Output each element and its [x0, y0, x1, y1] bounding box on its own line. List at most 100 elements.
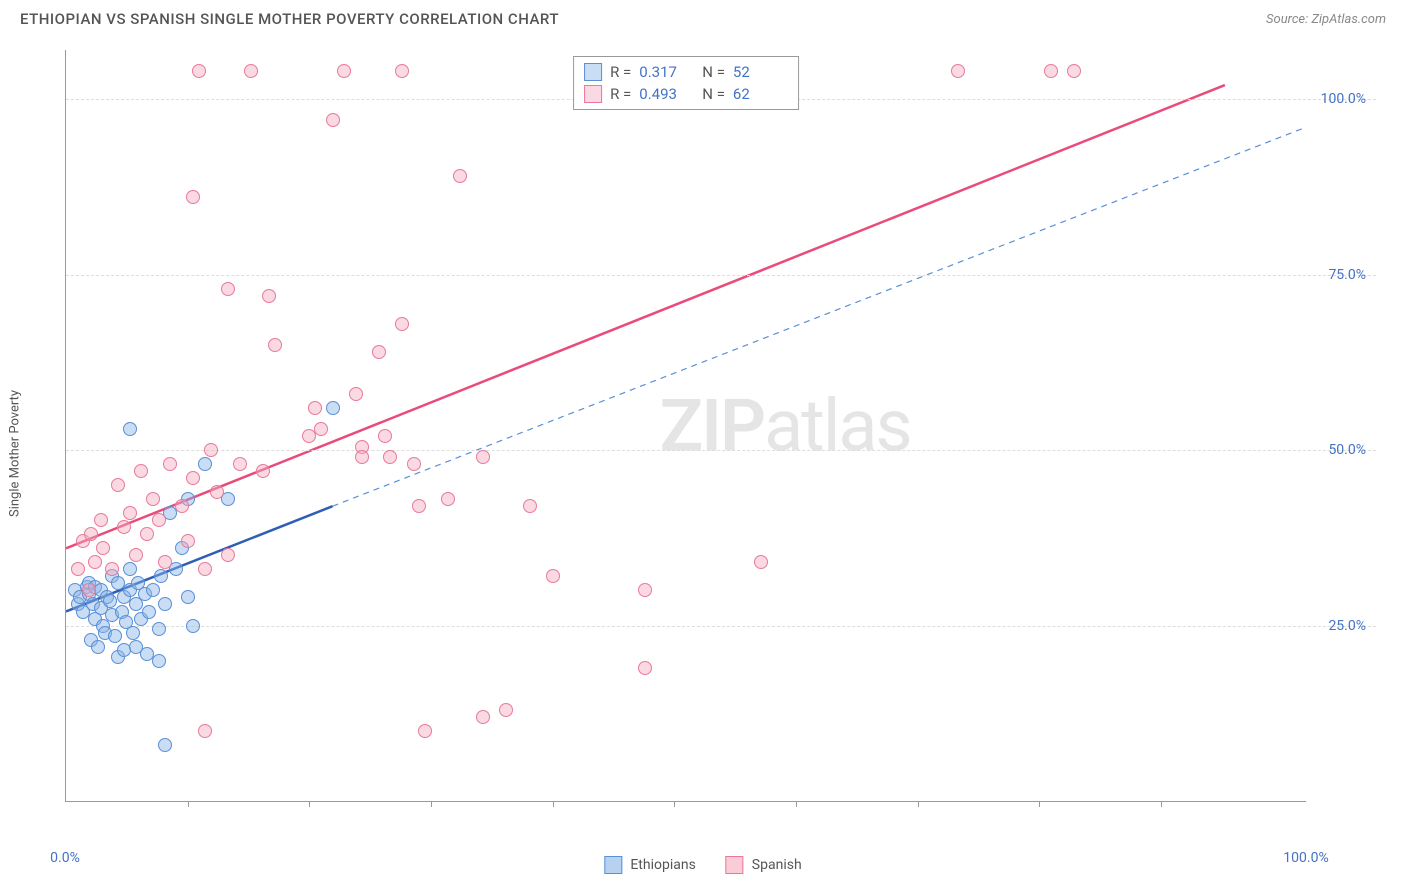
- data-point: [186, 619, 200, 633]
- x-max-label: 100.0%: [1283, 850, 1328, 866]
- data-point: [152, 622, 166, 636]
- data-point: [129, 548, 143, 562]
- plot-area: ZIPatlas R = 0.317 N = 52 R = 0.493 N = …: [65, 50, 1306, 802]
- data-point: [71, 562, 85, 576]
- data-point: [221, 492, 235, 506]
- data-point: [123, 506, 137, 520]
- data-point: [221, 548, 235, 562]
- series-legend: Ethiopians Spanish: [604, 856, 801, 874]
- data-point: [123, 422, 137, 436]
- data-point: [412, 499, 426, 513]
- data-point: [154, 569, 168, 583]
- gridline: [66, 450, 1376, 451]
- data-point: [175, 499, 189, 513]
- data-point: [476, 710, 490, 724]
- data-point: [754, 555, 768, 569]
- data-point: [326, 113, 340, 127]
- data-point: [146, 583, 160, 597]
- data-point: [198, 457, 212, 471]
- data-point: [546, 569, 560, 583]
- data-point: [314, 422, 328, 436]
- data-point: [152, 654, 166, 668]
- y-axis-label: Single Mother Poverty: [8, 390, 23, 517]
- x-tick: [674, 801, 675, 807]
- data-point: [499, 703, 513, 717]
- data-point: [418, 724, 432, 738]
- data-point: [308, 401, 322, 415]
- data-point: [210, 485, 224, 499]
- legend-row-spanish: R = 0.493 N = 62: [584, 83, 788, 105]
- correlation-legend: R = 0.317 N = 52 R = 0.493 N = 62: [573, 56, 799, 110]
- x-tick: [553, 801, 554, 807]
- data-point: [111, 478, 125, 492]
- data-point: [395, 317, 409, 331]
- x-tick: [1039, 801, 1040, 807]
- data-point: [349, 387, 363, 401]
- spanish-swatch-icon: [726, 856, 744, 874]
- data-point: [638, 661, 652, 675]
- data-point: [378, 429, 392, 443]
- spanish-swatch-icon: [584, 85, 602, 103]
- data-point: [198, 724, 212, 738]
- data-point: [1044, 64, 1058, 78]
- trend-lines: [66, 50, 1306, 801]
- ethiopians-swatch-icon: [604, 856, 622, 874]
- data-point: [326, 401, 340, 415]
- data-point: [117, 520, 131, 534]
- gridline: [66, 626, 1376, 627]
- data-point: [158, 555, 172, 569]
- x-tick: [1161, 801, 1162, 807]
- data-point: [638, 583, 652, 597]
- legend-item-ethiopians: Ethiopians: [604, 856, 695, 874]
- data-point: [441, 492, 455, 506]
- x-tick: [796, 801, 797, 807]
- y-tick-label: 75.0%: [1328, 267, 1366, 283]
- data-point: [262, 289, 276, 303]
- data-point: [1067, 64, 1081, 78]
- data-point: [268, 338, 282, 352]
- data-point: [244, 64, 258, 78]
- data-point: [84, 527, 98, 541]
- watermark: ZIPatlas: [660, 383, 911, 468]
- data-point: [158, 738, 172, 752]
- data-point: [163, 457, 177, 471]
- data-point: [204, 443, 218, 457]
- x-tick: [188, 801, 189, 807]
- x-tick: [309, 801, 310, 807]
- data-point: [108, 629, 122, 643]
- data-point: [476, 450, 490, 464]
- gridline: [66, 275, 1376, 276]
- data-point: [395, 64, 409, 78]
- data-point: [453, 169, 467, 183]
- chart-title: ETHIOPIAN VS SPANISH SINGLE MOTHER POVER…: [20, 10, 559, 28]
- data-point: [91, 640, 105, 654]
- data-point: [105, 562, 119, 576]
- data-point: [221, 282, 235, 296]
- y-tick-label: 50.0%: [1328, 442, 1366, 458]
- data-point: [383, 450, 397, 464]
- data-point: [88, 555, 102, 569]
- data-point: [103, 594, 117, 608]
- data-point: [134, 464, 148, 478]
- data-point: [96, 541, 110, 555]
- chart-header: ETHIOPIAN VS SPANISH SINGLE MOTHER POVER…: [0, 0, 1406, 33]
- data-point: [233, 457, 247, 471]
- chart-source: Source: ZipAtlas.com: [1266, 12, 1386, 27]
- data-point: [82, 583, 96, 597]
- y-tick-label: 100.0%: [1321, 91, 1366, 107]
- chart-container: ZIPatlas R = 0.317 N = 52 R = 0.493 N = …: [50, 50, 1376, 832]
- data-point: [126, 626, 140, 640]
- data-point: [523, 499, 537, 513]
- data-point: [256, 464, 270, 478]
- data-point: [372, 345, 386, 359]
- data-point: [337, 64, 351, 78]
- data-point: [181, 590, 195, 604]
- data-point: [152, 513, 166, 527]
- x-tick: [431, 801, 432, 807]
- data-point: [951, 64, 965, 78]
- data-point: [355, 450, 369, 464]
- x-min-label: 0.0%: [50, 850, 80, 866]
- x-tick: [918, 801, 919, 807]
- data-point: [192, 64, 206, 78]
- data-point: [158, 597, 172, 611]
